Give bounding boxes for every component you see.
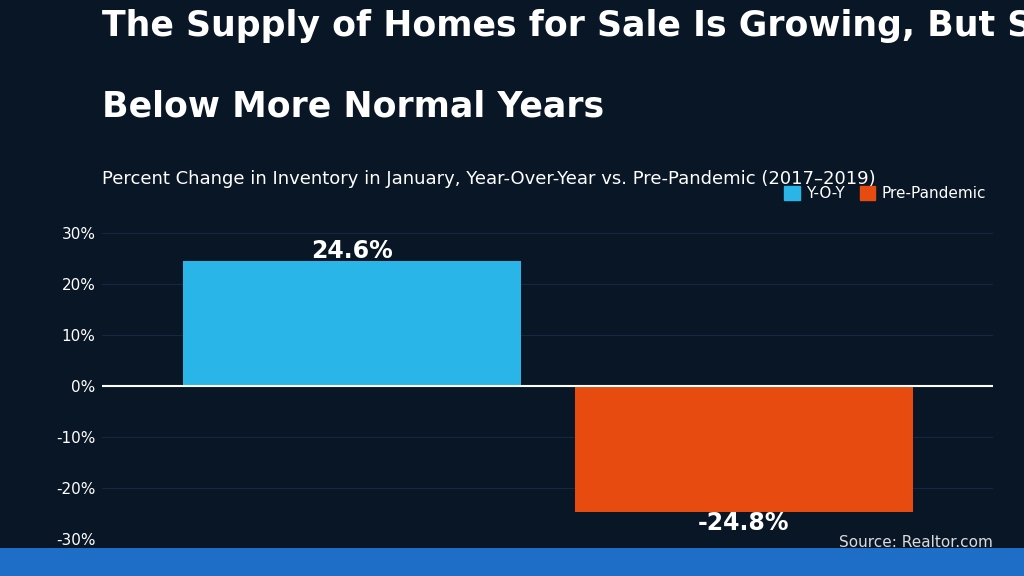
Text: -24.8%: -24.8% [698,511,790,535]
Text: 24.6%: 24.6% [311,239,393,263]
Bar [182,261,521,386]
Legend: Y-O-Y, Pre-Pandemic: Y-O-Y, Pre-Pandemic [784,186,986,201]
Text: Below More Normal Years: Below More Normal Years [102,89,604,123]
Text: Percent Change in Inventory in January, Year-Over-Year vs. Pre-Pandemic (2017–20: Percent Change in Inventory in January, … [102,170,876,188]
Text: The Supply of Homes for Sale Is Growing, But Still: The Supply of Homes for Sale Is Growing,… [102,9,1024,43]
Bar [574,386,913,512]
Text: Source: Realtor.com: Source: Realtor.com [840,535,993,550]
